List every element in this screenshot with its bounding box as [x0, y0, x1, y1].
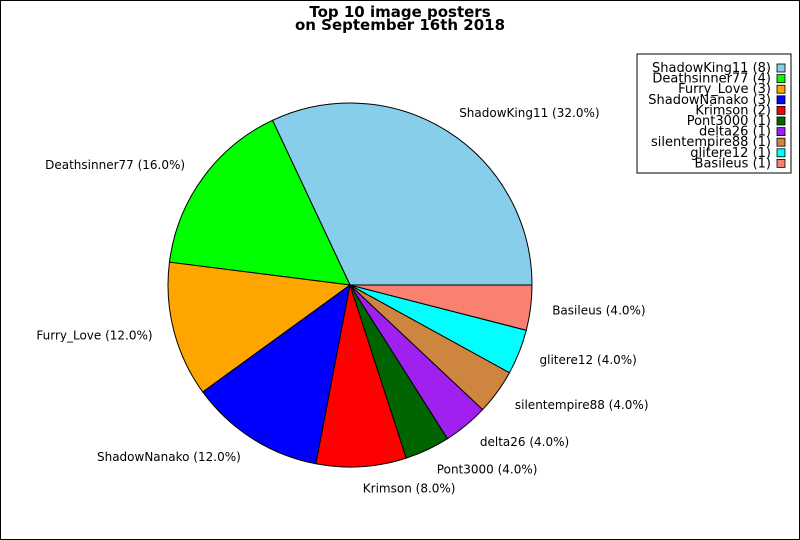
legend: ShadowKing11 (8)Deathsinner77 (4)Furry_L… — [636, 53, 792, 174]
legend-entry-pont3000: Pont3000 (1) — [687, 114, 771, 129]
legend-box — [636, 53, 792, 174]
pie-slice-basileus — [349, 284, 533, 331]
legend-swatch-delta26 — [776, 127, 786, 136]
legend-swatch-shadownanako — [776, 95, 786, 105]
legend-swatch-pont3000 — [776, 116, 786, 126]
chart-title-line1: Top 10 image posters — [309, 3, 490, 21]
legend-entry-furry-love: Furry_Love (3) — [678, 82, 771, 97]
slice-label-shadowking11: ShadowKing11 (32.0%) — [459, 106, 599, 120]
pie-slice-shadownanako — [202, 283, 351, 465]
pie-slices — [167, 102, 533, 468]
legend-swatch-furry-love — [776, 84, 786, 94]
legend-entry-basileus: Basileus (1) — [695, 156, 771, 171]
slice-label-basileus: Basileus (4.0%) — [552, 304, 645, 318]
legend-swatch-basileus — [776, 158, 786, 168]
legend-entry-shadowking11: ShadowKing11 (8) — [652, 61, 771, 76]
legend-entry-silentempire88: silentempire88 (1) — [651, 135, 771, 150]
legend-entry-shadownanako: ShadowNanako (3) — [648, 93, 771, 108]
legend-swatch-krimson — [776, 106, 786, 115]
slice-label-furry-love: Furry_Love (12.0%) — [36, 329, 152, 343]
slice-label-krimson: Krimson (8.0%) — [363, 481, 456, 495]
legend-swatch-shadowking11 — [776, 63, 786, 73]
slice-label-shadownanako: ShadowNanako (12.0%) — [97, 450, 241, 464]
legend-swatch-glitere12 — [776, 148, 786, 158]
slice-label-pont3000: Pont3000 (4.0%) — [437, 462, 538, 476]
pie-slice-deathsinner77 — [168, 119, 351, 286]
legend-swatch-silentempire88 — [776, 137, 786, 147]
slice-label-deathsinner77: Deathsinner77 (16.0%) — [45, 158, 185, 172]
legend-entry-krimson: Krimson (2) — [695, 103, 771, 118]
pie-slice-furry-love — [167, 261, 352, 393]
legend-entry-deathsinner77: Deathsinner77 (4) — [652, 72, 771, 87]
slice-label-silentempire88: silentempire88 (4.0%) — [515, 398, 649, 412]
slice-label-glitere12: glitere12 (4.0%) — [540, 353, 637, 367]
legend-entry-delta26: delta26 (1) — [699, 125, 771, 140]
legend-entry-glitere12: glitere12 (1) — [690, 146, 771, 161]
slice-label-delta26: delta26 (4.0%) — [480, 435, 569, 449]
slice-labels: ShadowKing11 (32.0%) Deathsinner77 (16.0%… — [36, 106, 649, 495]
legend-swatch-deathsinner77 — [776, 74, 786, 83]
chart-title-line2: on September 16th 2018 — [295, 16, 505, 34]
pie-slice-shadowking11 — [271, 102, 533, 286]
pie-slice-krimson — [315, 284, 407, 468]
